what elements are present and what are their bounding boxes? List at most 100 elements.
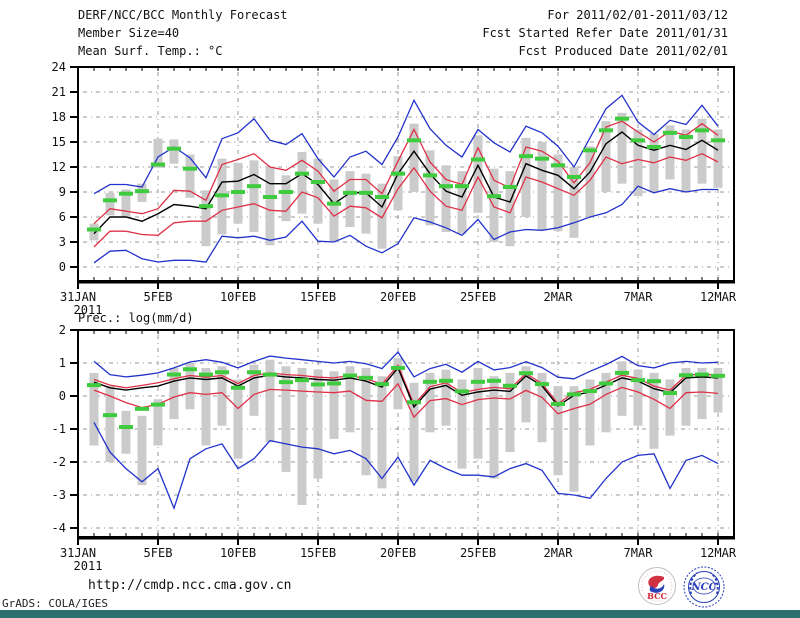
ensemble-spread-bar xyxy=(617,112,627,184)
ensemble-spread-bar xyxy=(601,372,611,433)
precip-chart-ensemble-mean-line xyxy=(93,366,719,409)
ensemble-spread-bar xyxy=(105,192,115,216)
y-tick-label: 3 xyxy=(59,235,66,249)
forecast-period-label: For 2011/02/01-2011/03/12 xyxy=(547,8,728,22)
y-tick-label: 0 xyxy=(59,260,66,274)
ensemble-spread-bar xyxy=(297,367,307,505)
ensemble-spread-bar xyxy=(697,118,707,184)
x-tick-label: 2MAR xyxy=(544,290,574,304)
y-tick-label: -4 xyxy=(52,521,66,535)
x-year-label: 2011 xyxy=(74,559,103,573)
x-tick-label: 31JAN xyxy=(60,290,96,304)
ncc-logo-laurel-left xyxy=(689,572,698,595)
ensemble-spread-bar xyxy=(505,171,515,247)
ensemble-spread-bar xyxy=(649,372,659,449)
temp-chart-ensemble-max-line xyxy=(93,94,719,195)
temp-chart-ensemble-mean-line xyxy=(93,131,719,235)
ensemble-spread-bar xyxy=(441,369,451,426)
temp-chart-observation-markers xyxy=(87,116,725,232)
ensemble-spread-bar xyxy=(281,175,291,222)
bcc-logo-label: BCC xyxy=(647,591,667,601)
member-size-label: Member Size=40 xyxy=(78,26,180,40)
ensemble-spread-bar xyxy=(201,367,211,446)
x-tick-label: 25FEB xyxy=(460,290,496,304)
ncc-logo-outer-ring xyxy=(683,566,725,608)
y-tick-label: -2 xyxy=(52,455,66,469)
ensemble-spread-bar xyxy=(137,415,147,486)
bottom-border-strip xyxy=(0,610,800,618)
x-tick-label: 12MAR xyxy=(700,290,737,304)
produced-date-label: Fcst Produced Date 2011/02/01 xyxy=(518,44,728,58)
precip-chart-percentile-lower-line xyxy=(93,382,719,419)
y-tick-label: -1 xyxy=(52,422,66,436)
ensemble-spread-bar xyxy=(409,382,419,482)
ensemble-spread-bar xyxy=(441,165,451,232)
ensemble-spread-bars xyxy=(89,358,723,505)
y-tick-label: 1 xyxy=(59,356,66,370)
ensemble-spread-bar xyxy=(153,138,163,168)
temp-chart-ensemble-min-line xyxy=(93,185,718,264)
ensemble-spread-bar xyxy=(297,152,307,214)
x-tick-label: 20FEB xyxy=(380,290,416,304)
ensemble-spread-bar xyxy=(329,371,339,439)
ensemble-spread-bar xyxy=(585,379,595,446)
ensemble-spread-bar xyxy=(489,168,499,242)
ensemble-spread-bar xyxy=(265,359,275,443)
ensemble-spread-bar xyxy=(361,173,371,234)
minor-day-ticks xyxy=(93,330,719,537)
ensemble-spread-bar xyxy=(457,379,467,469)
grads-credit: GrADS: COLA/IGES xyxy=(2,597,108,610)
precip-chart-frame xyxy=(77,329,735,538)
temp-chart-percentile-upper-line xyxy=(93,120,719,225)
y-tick-label: 12 xyxy=(52,160,66,174)
ensemble-spread-bar xyxy=(665,379,675,436)
x-tick-label: 5FEB xyxy=(144,290,173,304)
ensemble-spread-bar xyxy=(697,367,707,420)
x-tick-label: 2MAR xyxy=(544,546,574,560)
ensemble-spread-bar xyxy=(409,123,419,192)
ensemble-spread-bar xyxy=(89,223,99,241)
precip-chart-title: Prec.: log(mm/d) xyxy=(78,311,194,325)
ensemble-spread-bar xyxy=(89,372,99,446)
x-tick-label: 5FEB xyxy=(144,546,173,560)
ensemble-spread-bar xyxy=(665,125,675,180)
x-tick-label: 31JAN xyxy=(60,546,96,560)
bcc-logo-inner-ring xyxy=(641,570,673,602)
ensemble-spread-bar xyxy=(425,372,435,433)
ensemble-spread-bar xyxy=(617,361,627,416)
ensemble-spread-bar xyxy=(265,167,275,246)
y-tick-label: -3 xyxy=(52,488,66,502)
minor-day-ticks xyxy=(93,67,719,281)
ensemble-spread-bar xyxy=(473,135,483,213)
bcc-logo-swirl-red xyxy=(648,575,665,588)
ensemble-spread-bar xyxy=(553,386,563,476)
ensemble-spread-bar xyxy=(393,156,403,211)
ensemble-spread-bar xyxy=(249,160,259,232)
ensemble-spread-bar xyxy=(233,379,243,459)
y-axis-labels: 2 1 0 -1 -2 -3 -4 xyxy=(52,323,78,535)
ensemble-spread-bar xyxy=(217,366,227,426)
ensemble-spread-bar xyxy=(121,189,131,217)
ensemble-spread-bar xyxy=(473,367,483,459)
x-tick-label: 25FEB xyxy=(460,546,496,560)
x-year-label: 2011 xyxy=(74,303,103,317)
x-tick-label: 7MAR xyxy=(624,546,654,560)
y-tick-label: 24 xyxy=(52,60,66,74)
ensemble-spread-bar xyxy=(169,139,179,164)
ensemble-spread-bar xyxy=(377,183,387,249)
precip-chart-ensemble-min-line xyxy=(93,422,719,511)
ensemble-spread-bar xyxy=(105,386,115,462)
precip-chart-ensemble-max-line xyxy=(93,351,719,380)
y-axis-labels: 0 3 6 9 12 15 18 21 24 xyxy=(52,60,78,274)
ensemble-spread-bar xyxy=(585,146,595,217)
temp-chart-title: Mean Surf. Temp.: °C xyxy=(78,44,223,58)
ensemble-spread-bar xyxy=(713,129,723,188)
ensemble-spread-bar xyxy=(121,410,131,454)
ncc-logo: NCC xyxy=(683,566,725,608)
ensemble-spread-bar xyxy=(505,372,515,453)
precip-chart-observation-markers xyxy=(87,365,725,430)
